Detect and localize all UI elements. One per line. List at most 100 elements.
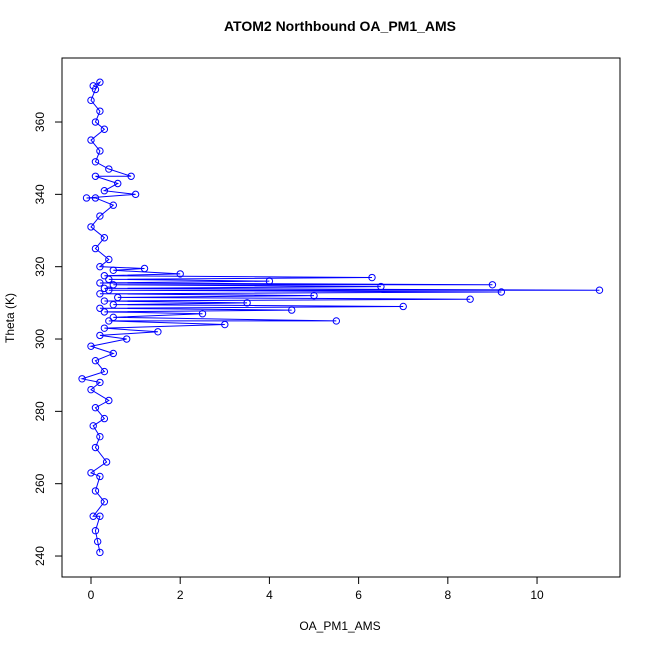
data-point [96, 378, 104, 387]
data-point [221, 320, 229, 329]
data-line [80, 80, 600, 553]
x-tick-label: 10 [530, 588, 544, 602]
data-point [100, 125, 109, 133]
data-point [265, 277, 274, 285]
data-point [140, 264, 149, 273]
data-point [368, 273, 376, 282]
y-tick-label: 360 [33, 112, 47, 132]
data-point [198, 310, 207, 318]
data-point [87, 223, 95, 231]
data-point [100, 272, 109, 280]
data-point [288, 306, 296, 314]
data-point [114, 179, 122, 188]
data-point [91, 487, 100, 495]
y-axis-label: Theta (K) [3, 293, 17, 343]
data-point [377, 282, 385, 291]
data-point [109, 349, 117, 358]
y-tick-label: 260 [33, 473, 47, 493]
data-point [91, 404, 100, 412]
data-point [154, 328, 162, 336]
data-point [96, 548, 104, 557]
chart-title: ATOM2 Northbound OA_PM1_AMS [224, 18, 456, 34]
data-point [100, 414, 109, 423]
data-point [100, 297, 109, 305]
data-point [96, 472, 104, 481]
x-tick-label: 2 [177, 588, 184, 602]
data-point [100, 367, 109, 376]
data-point [243, 299, 251, 307]
data-point [87, 342, 95, 350]
x-tick-label: 4 [266, 588, 273, 602]
x-axis-label: OA_PM1_AMS [299, 619, 380, 633]
data-point [91, 158, 100, 166]
data-point [96, 432, 104, 441]
data-point [91, 443, 100, 452]
x-tick-label: 6 [355, 588, 362, 602]
y-tick-label: 340 [33, 184, 47, 204]
y-tick-label: 300 [33, 329, 47, 349]
data-point [91, 194, 100, 202]
data-point [96, 290, 104, 298]
data-point [114, 293, 122, 302]
data-point [466, 295, 474, 303]
data-point [100, 234, 109, 242]
data-point [87, 96, 95, 105]
data-point [96, 331, 104, 340]
data-point [109, 201, 117, 209]
data-point [87, 469, 95, 477]
data-point [78, 375, 86, 383]
data-point [497, 288, 506, 296]
data-point [105, 255, 113, 264]
data-point [102, 458, 111, 466]
y-tick-label: 320 [33, 256, 47, 276]
data-point [82, 194, 91, 202]
data-point [96, 279, 104, 287]
data-point [105, 286, 113, 294]
data-point [176, 270, 184, 278]
data-point [96, 147, 104, 155]
data-point [91, 118, 100, 126]
data-point [87, 136, 95, 144]
data-point [96, 262, 104, 271]
data-point [310, 291, 318, 300]
data-point [109, 313, 117, 322]
data-point [100, 308, 109, 316]
data-point [91, 527, 100, 535]
data-point [109, 281, 117, 289]
data-point [91, 85, 100, 94]
data-point [89, 512, 97, 520]
data-point [105, 396, 113, 405]
data-point [100, 324, 109, 332]
data-point [96, 212, 104, 220]
data-point [488, 281, 497, 289]
data-point [100, 284, 109, 293]
data-point [105, 317, 113, 325]
data-point [96, 304, 104, 312]
data-point [100, 187, 109, 195]
y-tick-label: 280 [33, 401, 47, 421]
data-point [127, 172, 135, 180]
data-point [87, 385, 95, 394]
data-point [89, 422, 97, 430]
data-point [332, 317, 341, 325]
data-point [109, 266, 117, 275]
x-tick-label: 0 [88, 588, 95, 602]
data-point [595, 286, 604, 294]
data-point [91, 244, 100, 253]
data-point [131, 190, 140, 199]
data-point [122, 335, 131, 343]
data-point [399, 302, 407, 311]
data-point [105, 275, 113, 284]
data-point [91, 172, 100, 180]
data-point [96, 107, 104, 115]
data-point [105, 165, 113, 173]
data-point [93, 537, 102, 546]
data-point [109, 300, 117, 309]
data-point [96, 78, 104, 86]
y-tick-label: 240 [33, 546, 47, 566]
data-point [100, 498, 109, 506]
data-point [89, 82, 97, 90]
data-point [91, 357, 100, 365]
